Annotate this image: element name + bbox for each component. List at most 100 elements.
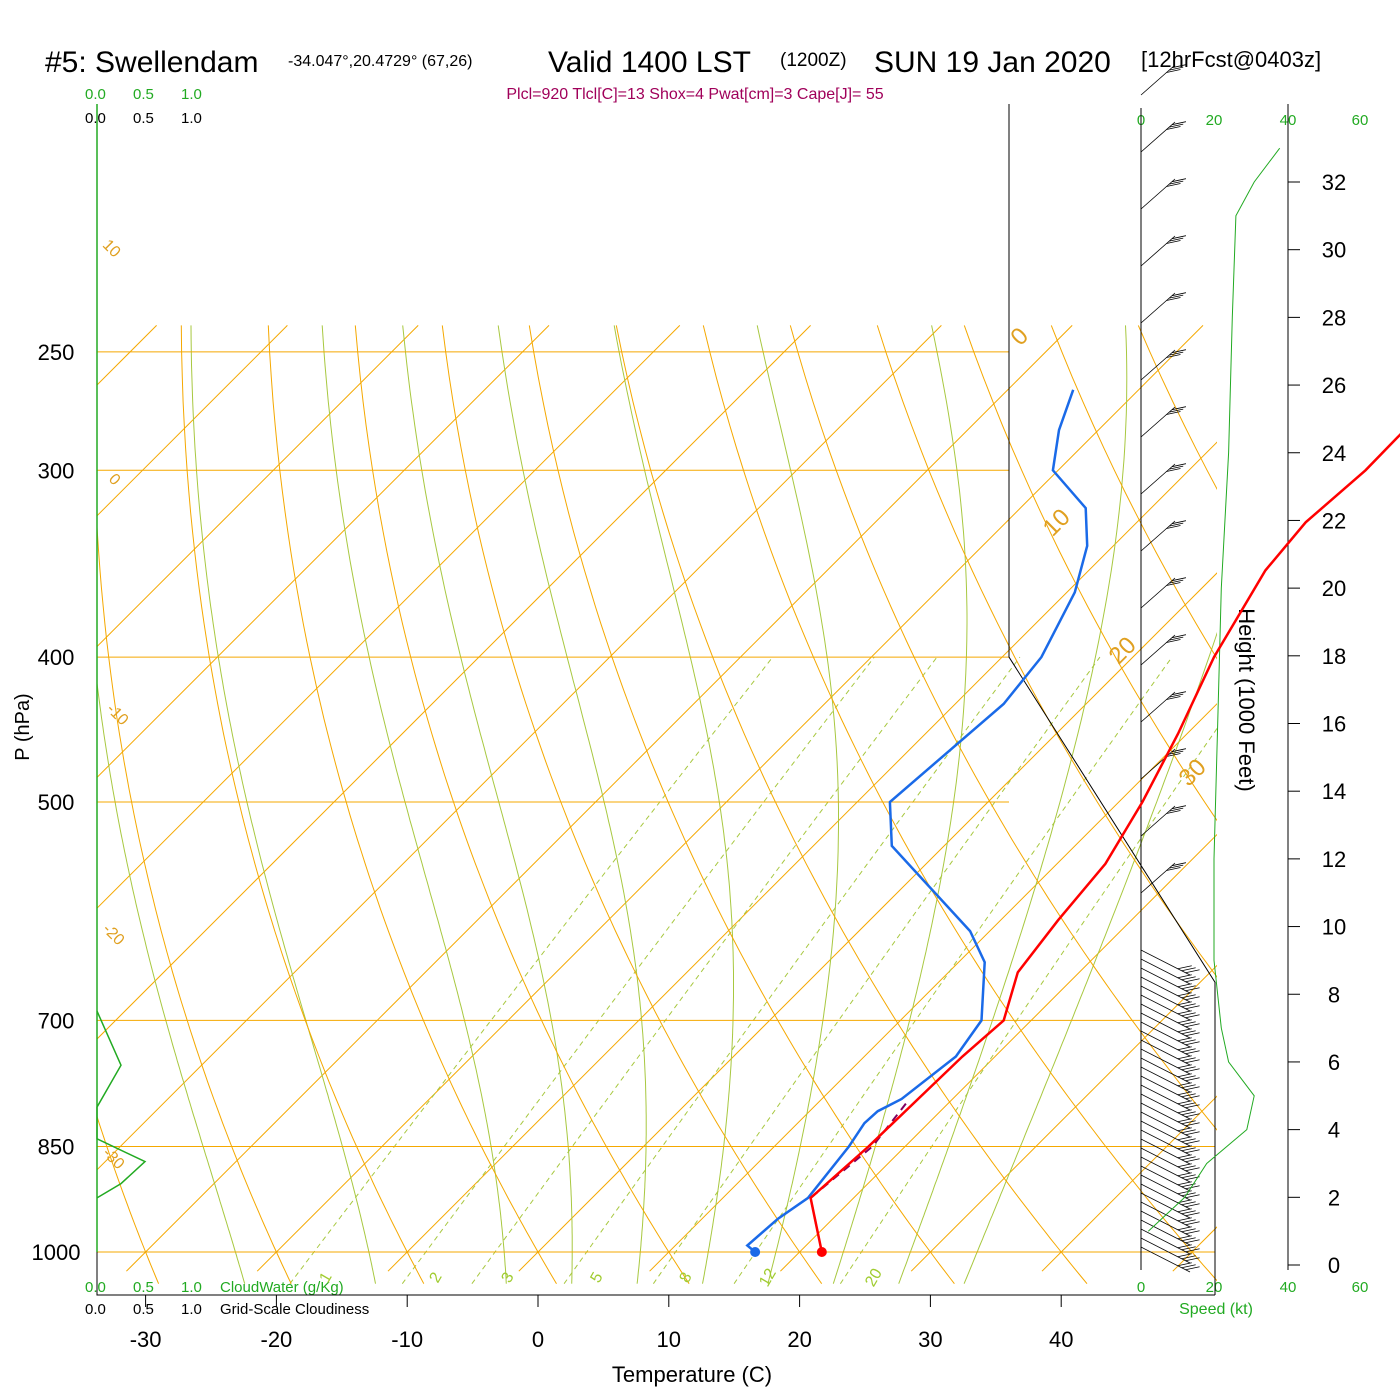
wind-barb bbox=[1140, 520, 1176, 552]
cloud-scale-top-black-0: 0.0 bbox=[85, 110, 106, 127]
wind-barb bbox=[1140, 406, 1176, 438]
wind-barb-flag bbox=[1171, 748, 1187, 753]
speed-scale-bottom-20: 20 bbox=[1206, 1279, 1223, 1296]
wind-barb-flag bbox=[1169, 294, 1184, 299]
wind-barb-flag bbox=[1169, 522, 1184, 527]
wind-barb-flag bbox=[1181, 985, 1196, 990]
wind-barb-flag bbox=[1181, 1048, 1196, 1053]
dry-adiabat-line bbox=[0, 325, 26, 1283]
isotherm-line bbox=[518, 572, 1217, 1272]
wind-barb-flag bbox=[1177, 1073, 1192, 1078]
dry-adiabat-label: 30 bbox=[1174, 754, 1212, 792]
height-tick-label: 16 bbox=[1322, 712, 1346, 737]
speed-scale-bottom: 0 20 40 60 Speed (kt) bbox=[1137, 1279, 1369, 1318]
wind-barb-flag bbox=[1169, 237, 1184, 242]
wind-barb-flag bbox=[1181, 1210, 1196, 1215]
wind-barb-flag bbox=[1177, 1064, 1192, 1069]
height-tick-label: 14 bbox=[1322, 779, 1346, 804]
height-tick-label: 6 bbox=[1328, 1050, 1340, 1075]
mixing-ratio-line bbox=[563, 656, 1021, 1284]
mixing-ratio-label: 8 bbox=[677, 1270, 696, 1286]
wind-barb-flag bbox=[1181, 1066, 1196, 1071]
x-tick-label: 30 bbox=[918, 1327, 942, 1352]
wind-barb-flag bbox=[1171, 235, 1187, 240]
isotherm-line bbox=[780, 833, 1217, 1272]
isotherm-line bbox=[0, 325, 26, 1271]
height-tick-label: 8 bbox=[1328, 982, 1340, 1007]
wind-barb-flag bbox=[1166, 126, 1181, 130]
cloud-water-profile bbox=[96, 1010, 147, 1199]
wind-barb-flag bbox=[1171, 520, 1187, 525]
wind-barb-flag bbox=[1171, 577, 1187, 582]
wind-barb-flag bbox=[1185, 1104, 1200, 1109]
wind-barb-flag bbox=[1177, 1118, 1192, 1123]
wind-barb-flag bbox=[1177, 1163, 1192, 1168]
wind-barb-flag bbox=[1185, 1050, 1200, 1055]
wind-barb-flag bbox=[1181, 1039, 1196, 1044]
mixing-ratio-line bbox=[401, 656, 875, 1284]
wind-barb bbox=[1140, 691, 1176, 723]
cloud-scale-bottom-black-2: 1.0 bbox=[181, 1301, 202, 1318]
wind-barb-flag bbox=[1177, 983, 1192, 988]
wind-barb-flag bbox=[1177, 1100, 1192, 1105]
forecast-info: [12hrFcst@0403z] bbox=[1141, 47, 1321, 72]
height-axis-label: Height (1000 Feet) bbox=[1234, 608, 1259, 791]
wind-barb-flag bbox=[1177, 1145, 1192, 1150]
wind-barb-flag bbox=[1185, 1158, 1200, 1163]
pressure-tick-label: 850 bbox=[38, 1134, 75, 1159]
isotherm-line bbox=[97, 325, 550, 779]
dry-adiabat-line bbox=[1312, 325, 1400, 1283]
wind-barb-flag bbox=[1177, 1028, 1192, 1033]
wind-barb-flag bbox=[1169, 864, 1184, 869]
cloud-scale-top-green-2: 1.0 bbox=[181, 86, 202, 103]
wind-barb-flag bbox=[1177, 1253, 1192, 1258]
wind-barb-flag bbox=[1177, 1181, 1192, 1186]
moist-adiabat-line bbox=[190, 325, 376, 1284]
wind-barb-flag bbox=[1166, 69, 1181, 73]
height-tick-label: 30 bbox=[1322, 238, 1346, 263]
mixing-ratio-line bbox=[471, 656, 938, 1284]
wind-barb-flag bbox=[1171, 862, 1187, 867]
isotherm-line bbox=[97, 325, 419, 648]
wind-barb-flag bbox=[1185, 1230, 1200, 1235]
wind-barb-flag bbox=[1181, 1201, 1196, 1206]
dry-adiabat-lines bbox=[0, 325, 1400, 1285]
wind-barb bbox=[1140, 349, 1176, 381]
pressure-tick-label: 250 bbox=[38, 340, 75, 365]
cloud-water-line bbox=[96, 1010, 147, 1199]
dry-adiabat-label: 10 bbox=[99, 237, 124, 262]
wind-barb-flag bbox=[1166, 297, 1181, 301]
wind-barb-flag bbox=[1166, 810, 1181, 814]
moist-adiabat-line bbox=[963, 631, 1217, 1284]
wind-barb-flag bbox=[1169, 465, 1184, 470]
dry-adiabat-line bbox=[354, 325, 690, 1284]
wind-barb bbox=[1140, 178, 1176, 210]
wind-barb-flag bbox=[1166, 354, 1181, 358]
isotherm-line bbox=[387, 441, 1217, 1272]
pressure-tick-label: 400 bbox=[38, 645, 75, 670]
temperature-trace bbox=[809, 432, 1400, 1253]
dry-adiabat-label: 0 bbox=[1005, 322, 1034, 351]
mixing-ratio-label: 2 bbox=[427, 1270, 446, 1286]
wind-barb-flag bbox=[1181, 1075, 1196, 1080]
dry-adiabat-line bbox=[963, 325, 1217, 822]
wind-barb-flag bbox=[1185, 987, 1200, 992]
speed-scale-top-20: 20 bbox=[1206, 112, 1223, 129]
wind-barb-flag bbox=[1181, 1138, 1196, 1143]
frame-left-bottom bbox=[96, 104, 1215, 1296]
wind-barb-flag bbox=[1181, 976, 1196, 981]
wind-barb-flag bbox=[1166, 411, 1181, 415]
wind-barb-flag bbox=[1185, 1122, 1200, 1127]
wind-barb bbox=[1140, 292, 1176, 324]
cloud-scale-bottom: 0.0 0.5 1.0 CloudWater (g/Kg) 0.0 0.5 1.… bbox=[85, 1279, 369, 1318]
wind-barb bbox=[1140, 805, 1176, 837]
x-tick-label: -10 bbox=[391, 1327, 423, 1352]
wind-barb-flag bbox=[1185, 1239, 1200, 1244]
x-tick-label: -30 bbox=[130, 1327, 162, 1352]
wind-barb-flag bbox=[1181, 1057, 1196, 1062]
dry-adiabat-line bbox=[1050, 325, 1217, 660]
wind-barb-flag bbox=[1181, 1093, 1196, 1098]
wind-barb-flag bbox=[1185, 1248, 1200, 1253]
valid-time: Valid 1400 LST bbox=[548, 46, 751, 79]
height-tick-label: 20 bbox=[1322, 576, 1346, 601]
